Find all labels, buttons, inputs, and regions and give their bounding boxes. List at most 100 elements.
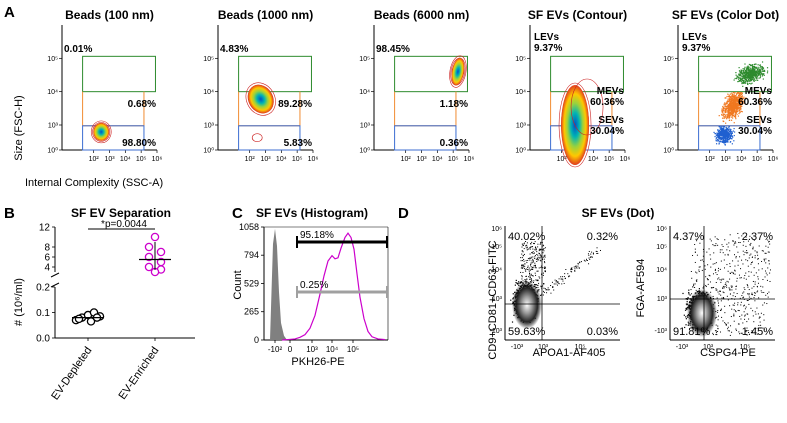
event-dot <box>702 248 704 250</box>
event-dot <box>754 331 756 333</box>
event-dot <box>728 107 730 109</box>
event-dot <box>748 63 751 66</box>
event-dot <box>738 112 740 115</box>
event-dot <box>739 315 741 317</box>
event-dot <box>535 264 537 266</box>
event-dot <box>543 255 545 257</box>
mev-label: MEVs <box>745 86 773 97</box>
event-dot <box>757 276 759 278</box>
event-dot <box>731 94 733 96</box>
event-dot <box>762 78 764 80</box>
event-dot <box>730 98 733 100</box>
event-dot <box>588 250 590 252</box>
event-dot <box>753 292 755 294</box>
event-dot <box>754 67 756 69</box>
event-dot <box>718 136 720 139</box>
event-dot <box>544 268 546 270</box>
event-dot <box>725 139 727 141</box>
event-dot <box>741 72 743 74</box>
event-dot <box>727 328 729 330</box>
event-dot <box>574 270 576 272</box>
event-dot <box>748 294 750 296</box>
event-dot <box>723 116 725 118</box>
event-dot <box>731 107 733 109</box>
event-dot <box>599 249 601 251</box>
event-dot <box>740 78 742 80</box>
event-dot <box>526 242 528 244</box>
event-dot <box>543 283 545 285</box>
event-dot <box>740 93 742 95</box>
event-dot <box>765 245 767 247</box>
lev-value: 9.37% <box>534 43 562 54</box>
event-dot <box>574 268 576 270</box>
event-dot <box>719 134 721 136</box>
event-dot <box>727 104 729 106</box>
event-dot <box>684 309 687 311</box>
event-dot <box>743 80 745 82</box>
event-dot <box>751 256 753 258</box>
event-dot <box>710 240 712 242</box>
event-dot <box>747 69 749 71</box>
sev-value: 30.04% <box>738 126 772 137</box>
event-dot <box>521 275 523 277</box>
event-dot <box>730 111 732 114</box>
event-dot <box>734 114 737 117</box>
event-dot <box>761 250 763 252</box>
event-dot <box>515 281 517 284</box>
y-tick-label: 0 <box>254 335 259 345</box>
event-dot <box>731 92 733 94</box>
event-dot <box>760 71 762 74</box>
event-dot <box>723 267 725 269</box>
event-dot <box>532 251 534 253</box>
event-dot <box>742 73 744 75</box>
event-dot <box>753 80 755 82</box>
event-dot <box>729 102 731 104</box>
event-dot <box>733 127 735 130</box>
event-dot <box>722 291 724 293</box>
event-dot <box>535 258 537 260</box>
event-dot <box>521 267 523 269</box>
event-dot <box>723 117 725 119</box>
event-dot <box>544 288 546 290</box>
event-dot <box>737 92 739 94</box>
event-dot <box>757 254 759 256</box>
event-dot <box>576 267 578 269</box>
event-dot <box>716 135 718 137</box>
event-dot <box>713 131 715 134</box>
event-dot <box>550 285 552 287</box>
event-dot <box>735 112 737 114</box>
event-dot <box>744 330 746 332</box>
event-dot <box>737 76 739 78</box>
event-dot <box>763 69 766 71</box>
event-dot <box>539 243 541 245</box>
y-tick-label: 10³ <box>48 123 59 130</box>
event-dot <box>531 252 533 254</box>
event-dot <box>738 97 740 100</box>
y-tick-label: 10⁴ <box>663 89 674 96</box>
event-dot <box>733 102 736 105</box>
event-dot <box>740 71 742 73</box>
y-tick-label: 10³ <box>516 123 527 130</box>
event-dot <box>756 73 758 75</box>
event-dot <box>747 80 749 83</box>
event-dot <box>719 251 721 253</box>
y-tick-label: 4 <box>44 263 50 274</box>
event-dot <box>731 138 733 140</box>
event-dot <box>729 132 732 134</box>
event-dot <box>721 131 723 133</box>
event-dot <box>753 68 756 70</box>
event-dot <box>724 113 726 115</box>
event-dot <box>727 270 729 272</box>
event-dot <box>723 126 725 128</box>
event-dot <box>718 135 720 137</box>
event-dot <box>728 138 730 141</box>
event-dot <box>742 70 745 72</box>
event-dot <box>745 306 747 308</box>
event-dot <box>750 76 753 78</box>
event-dot <box>739 100 742 102</box>
enriched-data-point <box>144 262 154 272</box>
event-dot <box>764 70 766 73</box>
event-dot <box>727 246 729 248</box>
event-dot <box>531 268 533 270</box>
mev-value: 60.36% <box>738 97 772 108</box>
